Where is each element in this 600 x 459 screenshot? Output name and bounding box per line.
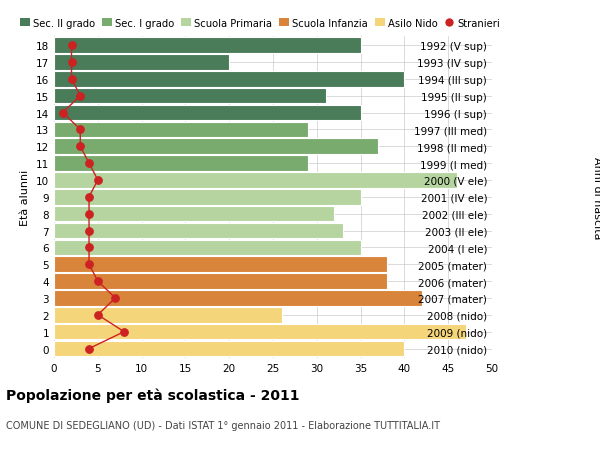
Point <box>84 160 94 168</box>
Point <box>84 227 94 235</box>
Point <box>76 93 85 100</box>
Bar <box>54 257 387 272</box>
Point <box>84 211 94 218</box>
Point <box>76 126 85 134</box>
Text: Anni di nascita: Anni di nascita <box>592 156 600 239</box>
Point <box>110 295 120 302</box>
Y-axis label: Età alunni: Età alunni <box>20 169 31 225</box>
Point <box>93 278 103 285</box>
Bar <box>54 89 326 104</box>
Point <box>58 110 68 117</box>
Point <box>84 261 94 269</box>
Bar <box>54 341 404 357</box>
Point <box>67 59 76 67</box>
Point <box>119 328 129 336</box>
Bar <box>54 274 387 289</box>
Point <box>67 76 76 83</box>
Bar <box>54 240 361 256</box>
Bar <box>54 156 308 172</box>
Bar <box>54 106 361 121</box>
Point <box>84 345 94 353</box>
Text: Popolazione per età scolastica - 2011: Popolazione per età scolastica - 2011 <box>6 388 299 403</box>
Point <box>67 42 76 50</box>
Bar <box>54 324 466 340</box>
Bar <box>54 291 422 306</box>
Bar <box>54 72 404 87</box>
Bar <box>54 38 361 54</box>
Bar <box>54 123 308 138</box>
Bar <box>54 55 229 71</box>
Bar <box>54 139 378 155</box>
Bar <box>54 190 361 205</box>
Bar <box>54 207 334 222</box>
Bar <box>54 173 457 188</box>
Bar <box>54 223 343 239</box>
Legend: Sec. II grado, Sec. I grado, Scuola Primaria, Scuola Infanzia, Asilo Nido, Stran: Sec. II grado, Sec. I grado, Scuola Prim… <box>20 18 500 28</box>
Text: COMUNE DI SEDEGLIANO (UD) - Dati ISTAT 1° gennaio 2011 - Elaborazione TUTTITALIA: COMUNE DI SEDEGLIANO (UD) - Dati ISTAT 1… <box>6 420 440 430</box>
Point <box>84 194 94 201</box>
Point <box>93 312 103 319</box>
Bar <box>54 308 282 323</box>
Point <box>84 244 94 252</box>
Point <box>93 177 103 184</box>
Point <box>76 143 85 151</box>
